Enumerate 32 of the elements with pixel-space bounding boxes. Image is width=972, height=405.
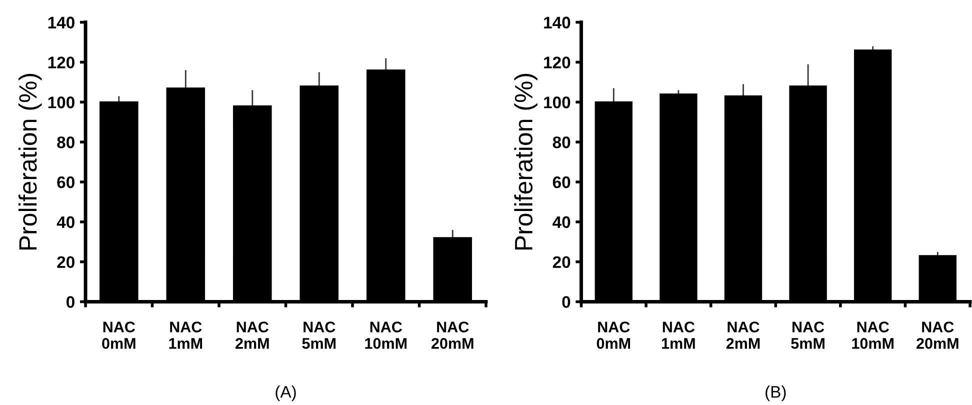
x-tick-label: NAC 5mM — [791, 322, 824, 349]
y-tick-label: 20 — [57, 256, 74, 268]
y-tick-label: 60 — [57, 176, 74, 188]
text: (B) — [766, 386, 786, 402]
x-tick-label: NAC 1mM — [169, 322, 202, 349]
y-tick-label: 0 — [562, 296, 570, 308]
y-tick-label: 120 — [48, 56, 74, 68]
y-tick-label: 0 — [66, 296, 74, 308]
x-tick-label: NAC 10mM — [852, 322, 894, 349]
y-tick-label: 100 — [544, 96, 570, 108]
text: (A) — [276, 386, 296, 402]
x-tick-label: NAC 20mM — [432, 322, 474, 349]
y-tick-label: 80 — [57, 136, 74, 148]
x-tick-label: NAC 0mM — [102, 322, 136, 349]
x-tick-label: NAC 1mM — [662, 322, 695, 349]
x-tick-label: NAC 5mM — [302, 322, 336, 349]
y-tick-label: 140 — [544, 16, 570, 28]
y-tick-label: 100 — [48, 96, 74, 108]
x-tick-label: NAC 2mM — [726, 322, 760, 349]
x-tick-label: NAC 2mM — [236, 322, 269, 349]
y-axis-title: Proliferation (%) — [18, 74, 42, 250]
x-tick-label: NAC 20mM — [916, 322, 958, 349]
y-tick-label: 20 — [552, 256, 570, 268]
x-tick-label: NAC 0mM — [596, 322, 630, 349]
y-tick-label: 40 — [56, 216, 74, 228]
y-tick-label: 40 — [552, 216, 570, 228]
y-tick-label: 120 — [544, 56, 570, 68]
y-axis-title: Proliferation (%) — [514, 74, 538, 250]
x-tick-label: NAC 10mM — [365, 322, 407, 349]
y-tick-label: 60 — [552, 176, 570, 188]
y-tick-label: 80 — [552, 136, 570, 148]
y-tick-label: 140 — [48, 16, 74, 28]
